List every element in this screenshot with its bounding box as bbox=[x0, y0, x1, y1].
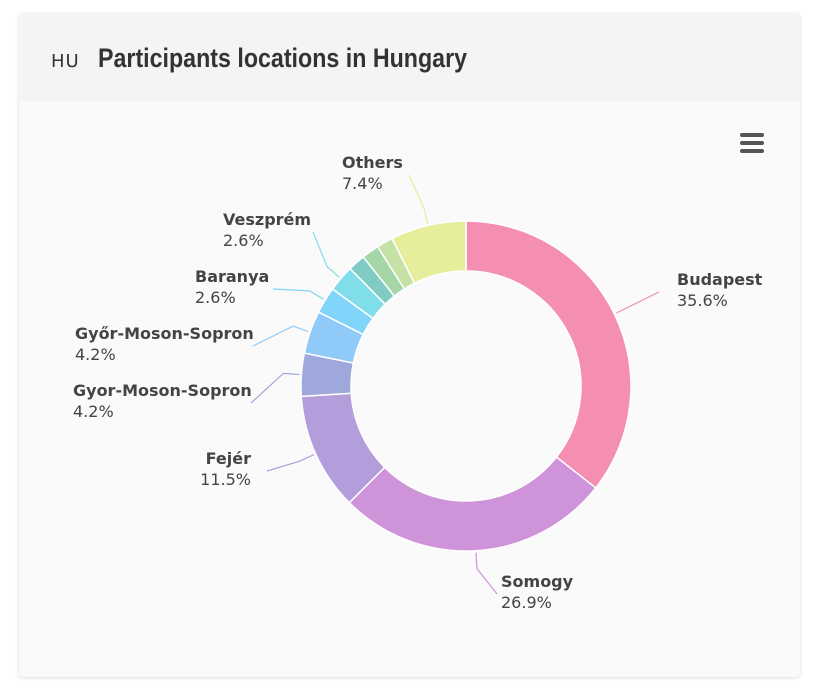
leader-line-budapest-0 bbox=[615, 291, 660, 314]
slice-label-value-gyor-moson-sopron-3: 4.2% bbox=[73, 402, 114, 421]
slice-label-value-gyor-moson-sopron-4: 4.2% bbox=[75, 345, 116, 364]
slice-label-value-others-10: 7.4% bbox=[342, 174, 383, 193]
slice-others-10[interactable] bbox=[391, 220, 467, 285]
chart-card: HU Participants locations in Hungary Bud… bbox=[19, 13, 800, 677]
slice-label-value-baranya-5: 2.6% bbox=[195, 288, 236, 307]
slice-label-value-fejer-2: 11.5% bbox=[200, 470, 251, 489]
slice-label-name-baranya-5: Baranya bbox=[195, 267, 269, 286]
leader-line-somogy-1 bbox=[475, 552, 498, 595]
slice-label-value-somogy-1: 26.9% bbox=[501, 593, 552, 612]
slice-label-name-budapest-0: Budapest bbox=[677, 270, 763, 289]
card-title: Participants locations in Hungary bbox=[98, 43, 468, 73]
slice-label-name-somogy-1: Somogy bbox=[501, 572, 574, 591]
leader-line-others-10 bbox=[408, 174, 429, 224]
leader-line-veszprem-6 bbox=[312, 231, 340, 278]
slice-label-name-gyor-moson-sopron-3: Gyor-Moson-Sopron bbox=[73, 381, 252, 400]
leader-line-gyor-moson-sopron-3 bbox=[250, 372, 300, 404]
country-code: HU bbox=[51, 51, 80, 72]
slice-label-value-budapest-0: 35.6% bbox=[677, 291, 728, 310]
slice-label-value-veszprem-6: 2.6% bbox=[223, 231, 264, 250]
slice-somogy-1[interactable] bbox=[348, 456, 597, 552]
slice-label-name-others-10: Others bbox=[342, 153, 403, 172]
slice-label-name-veszprem-6: Veszprém bbox=[223, 210, 311, 229]
leader-line-fejer-2 bbox=[266, 454, 315, 472]
slices bbox=[300, 220, 632, 552]
card-header: HU Participants locations in Hungary bbox=[19, 13, 800, 101]
hamburger-menu-icon[interactable] bbox=[738, 132, 766, 156]
donut-chart: Budapest 35.6% Somogy 26.9% Fejér 11.5% Gyor-M… bbox=[73, 153, 763, 612]
leader-lines bbox=[250, 174, 660, 595]
slice-budapest-0[interactable] bbox=[465, 220, 632, 490]
slice-label-name-fejer-2: Fejér bbox=[206, 449, 251, 468]
slice-label-name-gyor-moson-sopron-4: Győr-Moson-Sopron bbox=[75, 324, 254, 343]
leader-line-baranya-5 bbox=[272, 288, 324, 300]
leader-line-gyor-moson-sopron-4 bbox=[252, 325, 309, 347]
data-labels: Budapest 35.6% Somogy 26.9% Fejér 11.5% Gyor-M… bbox=[73, 153, 763, 612]
